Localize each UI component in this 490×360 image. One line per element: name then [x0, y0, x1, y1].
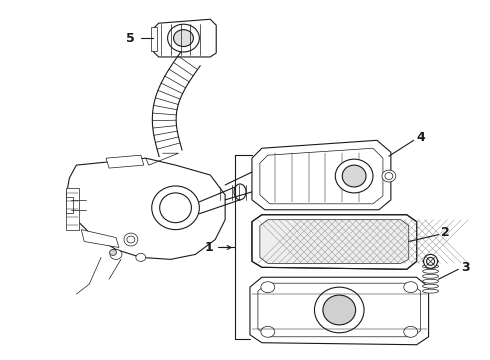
- Ellipse shape: [110, 249, 117, 255]
- Ellipse shape: [422, 289, 439, 293]
- Ellipse shape: [335, 159, 373, 193]
- Polygon shape: [106, 155, 144, 168]
- Ellipse shape: [427, 257, 435, 265]
- Polygon shape: [151, 27, 157, 51]
- Text: 1: 1: [204, 241, 213, 254]
- Polygon shape: [252, 215, 416, 269]
- Ellipse shape: [136, 253, 146, 261]
- Ellipse shape: [422, 284, 439, 288]
- Ellipse shape: [422, 269, 439, 273]
- Ellipse shape: [234, 184, 246, 200]
- Ellipse shape: [127, 236, 135, 243]
- Text: 4: 4: [416, 131, 425, 144]
- Polygon shape: [250, 277, 429, 345]
- Ellipse shape: [160, 193, 192, 223]
- Ellipse shape: [110, 249, 122, 260]
- Ellipse shape: [261, 282, 275, 293]
- Ellipse shape: [422, 260, 439, 264]
- Ellipse shape: [342, 165, 366, 187]
- Text: 3: 3: [461, 261, 470, 274]
- Polygon shape: [260, 220, 409, 264]
- Text: 5: 5: [126, 32, 135, 45]
- Text: 2: 2: [441, 226, 450, 239]
- Ellipse shape: [173, 30, 194, 46]
- Polygon shape: [260, 148, 383, 204]
- Ellipse shape: [124, 233, 138, 246]
- Ellipse shape: [315, 287, 364, 333]
- Ellipse shape: [422, 274, 439, 278]
- Ellipse shape: [385, 172, 393, 180]
- Ellipse shape: [382, 170, 396, 182]
- Ellipse shape: [261, 327, 275, 337]
- Ellipse shape: [404, 327, 417, 337]
- Ellipse shape: [422, 264, 439, 268]
- Ellipse shape: [424, 255, 438, 268]
- Polygon shape: [153, 19, 216, 57]
- Polygon shape: [66, 188, 79, 230]
- Polygon shape: [66, 197, 74, 213]
- Polygon shape: [252, 140, 391, 210]
- Polygon shape: [258, 283, 420, 337]
- Polygon shape: [81, 230, 119, 247]
- Polygon shape: [66, 158, 225, 260]
- Ellipse shape: [422, 279, 439, 283]
- Ellipse shape: [404, 282, 417, 293]
- Ellipse shape: [152, 186, 199, 230]
- Ellipse shape: [323, 295, 356, 325]
- Ellipse shape: [168, 24, 199, 52]
